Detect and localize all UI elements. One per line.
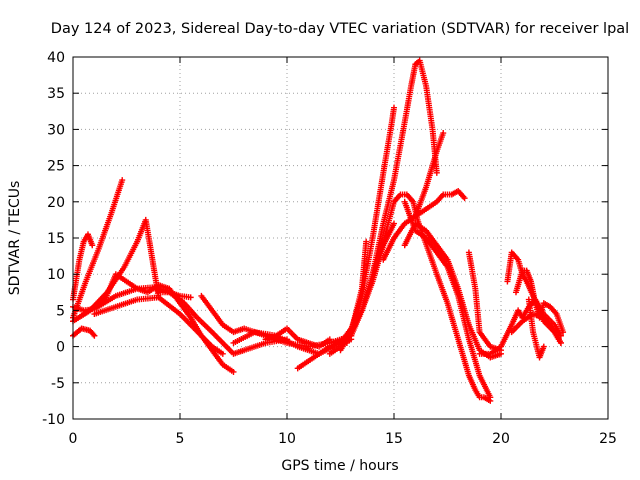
data-point — [433, 169, 440, 176]
y-tick-label: 25 — [47, 159, 65, 175]
series-track-7 — [91, 294, 226, 357]
data-point — [90, 331, 97, 338]
y-axis-label: SDTVAR / TECUs — [7, 181, 23, 296]
x-axis-label: GPS time / hours — [281, 458, 398, 474]
data-point — [89, 242, 96, 249]
data-point — [487, 394, 494, 401]
x-tick-label: 0 — [69, 431, 78, 447]
series-track-27 — [508, 311, 564, 346]
data-point — [391, 220, 397, 227]
grid-lines — [73, 57, 608, 419]
series-track-6 — [80, 271, 237, 375]
data-point — [540, 343, 547, 350]
y-tick-label: 10 — [47, 267, 65, 283]
y-tick-label: 15 — [47, 231, 65, 247]
y-tick-label: 40 — [47, 50, 65, 66]
y-tick-label: -10 — [42, 412, 65, 428]
data-point — [440, 130, 447, 137]
series-track-17 — [369, 57, 440, 278]
data-point — [119, 177, 126, 184]
y-tick-label: 0 — [56, 340, 65, 356]
series-track-20 — [380, 187, 468, 263]
y-tick-label: 35 — [47, 86, 65, 102]
series-track-18 — [401, 220, 504, 361]
data-point — [230, 368, 237, 375]
series-track-16 — [348, 191, 494, 404]
series-track-22 — [465, 249, 504, 354]
data-point — [363, 238, 370, 245]
series-track-21 — [412, 130, 447, 220]
y-tick-label: -5 — [51, 376, 65, 392]
y-tick-label: 5 — [56, 303, 65, 319]
series-track-4 — [70, 325, 98, 339]
data-point — [187, 294, 194, 301]
data-point — [91, 332, 98, 339]
series-track-15 — [343, 104, 397, 346]
x-tick-label: 15 — [385, 431, 403, 447]
chart-title: Day 124 of 2023, Sidereal Day-to-day VTE… — [51, 21, 629, 37]
series-track-2 — [70, 177, 126, 321]
data-point — [560, 329, 567, 336]
x-tick-label: 5 — [176, 431, 185, 447]
series-track-8 — [155, 289, 194, 301]
series-track-19 — [401, 198, 494, 401]
data-point — [557, 339, 564, 346]
series-track-11 — [262, 325, 333, 350]
data-point — [219, 350, 226, 357]
y-tick-label: 30 — [47, 122, 65, 138]
data-point — [326, 336, 333, 343]
x-tick-label: 25 — [599, 431, 617, 447]
series-layer — [70, 57, 567, 404]
x-tick-label: 20 — [492, 431, 510, 447]
y-tick-label: 20 — [47, 195, 65, 211]
data-point — [391, 104, 397, 111]
x-tick-label: 10 — [278, 431, 296, 447]
data-point — [461, 195, 468, 202]
axis-ticks: 0 5 10 15 20 25 -10 -5 0 5 10 15 20 25 30 35 40 — [42, 50, 617, 447]
